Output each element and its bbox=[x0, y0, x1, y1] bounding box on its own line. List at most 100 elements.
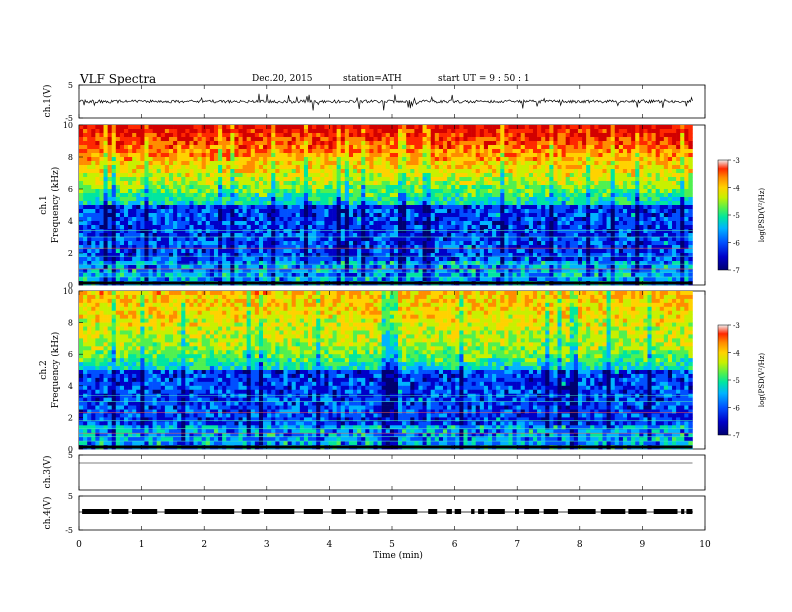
spectrogram-cell bbox=[299, 177, 305, 182]
spectrogram-cell bbox=[226, 217, 231, 222]
spectrogram-cell bbox=[541, 157, 546, 162]
spectrogram-cell bbox=[549, 209, 554, 214]
spectrogram-cell bbox=[295, 277, 301, 282]
spectrogram-cell bbox=[123, 225, 129, 230]
spectrogram-cell bbox=[144, 189, 149, 194]
spectrogram-cell bbox=[128, 157, 133, 162]
spectrogram-cell bbox=[496, 197, 501, 202]
spectrogram-cell bbox=[132, 241, 137, 246]
spectrogram-cell bbox=[389, 165, 395, 170]
spectrogram-cell bbox=[250, 241, 256, 246]
spectrogram-cell bbox=[168, 209, 174, 214]
spectrogram-cell bbox=[201, 209, 207, 214]
spectrogram-cell bbox=[156, 193, 162, 198]
spectrogram-cell bbox=[205, 213, 211, 218]
spectrogram-cell bbox=[516, 253, 522, 258]
spectrogram-cell bbox=[279, 125, 284, 130]
spectrogram-cell bbox=[197, 153, 202, 158]
spectrogram-cell bbox=[582, 233, 587, 238]
spectrogram-cell bbox=[209, 253, 215, 258]
spectrogram-cell bbox=[156, 137, 162, 142]
spectrogram-cell bbox=[119, 249, 125, 254]
spectrogram-cell bbox=[340, 157, 346, 162]
spectrogram-cell bbox=[181, 205, 186, 210]
spectrogram-cell bbox=[324, 233, 329, 238]
spectrogram-cell bbox=[348, 261, 354, 266]
spectrogram-cell bbox=[218, 277, 223, 282]
spectrogram-cell bbox=[336, 169, 342, 174]
spectrogram-cell bbox=[430, 253, 436, 258]
spectrogram-cell bbox=[193, 189, 198, 194]
spectrogram-cell bbox=[275, 217, 280, 222]
spectrogram-cell bbox=[226, 209, 231, 214]
spectrogram-cell bbox=[545, 225, 550, 230]
spectrogram-cell bbox=[512, 225, 517, 230]
spectrogram-cell bbox=[537, 257, 542, 262]
spectrogram-cell bbox=[99, 165, 104, 170]
spectrogram-cell bbox=[361, 189, 366, 194]
spectrogram-cell bbox=[577, 273, 583, 278]
spectrogram-cell bbox=[128, 173, 133, 178]
spectrogram-cell bbox=[193, 229, 198, 234]
spectrogram-cell bbox=[577, 189, 583, 194]
spectrogram-cell bbox=[144, 157, 149, 162]
spectrogram-cell bbox=[144, 249, 149, 254]
spectrogram-cell bbox=[316, 133, 321, 138]
spectrogram-cell bbox=[373, 189, 378, 194]
spectrogram-cell bbox=[348, 161, 354, 166]
spectrogram-cell bbox=[234, 189, 239, 194]
spectrogram-cell bbox=[164, 241, 170, 246]
spectrogram-cell bbox=[123, 185, 129, 190]
spectrogram-cell bbox=[295, 217, 301, 222]
spectrogram-cell bbox=[107, 213, 113, 218]
spectrogram-cell bbox=[577, 141, 583, 146]
spectrogram-cell bbox=[332, 189, 337, 194]
spectrogram-cell bbox=[328, 129, 333, 134]
spectrogram-cell bbox=[537, 161, 542, 166]
spectrogram-cell bbox=[177, 209, 182, 214]
spectrogram-cell bbox=[201, 269, 207, 274]
spectrogram-cell bbox=[569, 273, 575, 278]
spectrogram-cell bbox=[357, 205, 362, 210]
spectrogram-cell bbox=[226, 273, 231, 278]
spectrogram-cell bbox=[553, 157, 558, 162]
spectrogram-cell bbox=[365, 257, 370, 262]
spectrogram-cell bbox=[295, 197, 301, 202]
spectrogram-cell bbox=[557, 161, 562, 166]
spectrogram-cell bbox=[443, 169, 448, 174]
spectrogram-cell bbox=[283, 149, 288, 154]
spectrogram-cell bbox=[299, 249, 305, 254]
spectrogram-cell bbox=[173, 233, 178, 238]
spectrogram-cell bbox=[496, 221, 501, 226]
spectrogram-cell bbox=[541, 189, 546, 194]
spectrogram-cell bbox=[83, 233, 88, 238]
spectrogram-cell bbox=[487, 265, 493, 270]
spectrogram-cell bbox=[246, 205, 252, 210]
spectrogram-cell bbox=[492, 145, 497, 150]
spectrogram-cell bbox=[393, 217, 399, 222]
spectrogram-cell bbox=[91, 189, 96, 194]
spectrogram-cell bbox=[226, 129, 231, 134]
spectrogram-cell bbox=[185, 165, 190, 170]
spectrogram-cell bbox=[496, 269, 501, 274]
spectrogram-cell bbox=[246, 133, 252, 138]
spectrogram-cell bbox=[361, 161, 366, 166]
spectrogram-cell bbox=[193, 261, 198, 266]
spectrogram-cell bbox=[573, 205, 579, 210]
spectrogram-cell bbox=[99, 181, 104, 186]
spectrogram-cell bbox=[443, 133, 448, 138]
spectrogram-cell bbox=[336, 161, 342, 166]
spectrogram-cell bbox=[213, 269, 219, 274]
spectrogram-cell bbox=[361, 249, 366, 254]
spectrogram-cell bbox=[234, 245, 239, 250]
spectrogram-cell bbox=[541, 201, 546, 206]
spectrogram-cell bbox=[173, 277, 178, 282]
spectrogram-cell bbox=[504, 125, 509, 130]
spectrogram-cell bbox=[283, 141, 288, 146]
spectrogram-cell bbox=[451, 257, 456, 262]
spectrogram-cell bbox=[532, 161, 538, 166]
spectrogram-cell bbox=[136, 209, 141, 214]
spectrogram-cell bbox=[299, 269, 305, 274]
spectrogram-cell bbox=[430, 229, 436, 234]
spectrogram-cell bbox=[173, 161, 178, 166]
